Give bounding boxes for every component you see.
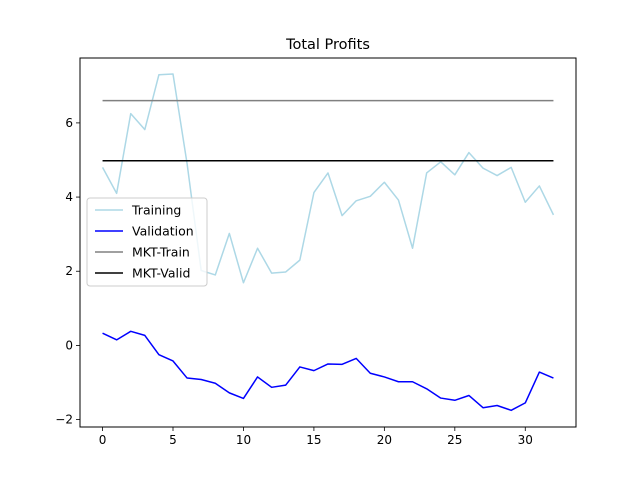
x-tick-label: 30	[518, 433, 533, 447]
y-tick-label: 0	[65, 338, 73, 352]
legend-label: Validation	[132, 224, 194, 239]
x-tick-label: 5	[169, 433, 177, 447]
x-tick-label: 10	[236, 433, 251, 447]
chart-title: Total Profits	[285, 37, 370, 53]
y-tick-label: −2	[55, 413, 73, 427]
legend-label: MKT-Valid	[132, 266, 190, 281]
y-tick-label: 4	[65, 190, 73, 204]
x-tick-label: 25	[447, 433, 462, 447]
legend-label: Training	[131, 203, 181, 218]
series-layer	[101, 73, 555, 412]
legend-label: MKT-Train	[132, 245, 190, 260]
x-tick-label: 0	[99, 433, 107, 447]
y-tick-label: 2	[65, 264, 73, 278]
legend: Training Validation MKT-Train MKT-Valid	[86, 197, 208, 287]
y-tick-label: 6	[65, 116, 73, 130]
x-tick-label: 20	[377, 433, 392, 447]
plot-frame	[79, 57, 577, 428]
series-line-validation	[102, 330, 554, 412]
x-tick-label: 15	[306, 433, 321, 447]
x-axis: 0 5 10 15 20 25 30	[99, 427, 533, 447]
legend-box	[86, 197, 208, 287]
y-axis: −2 0 2 4 6	[55, 116, 80, 427]
series-line-training	[101, 73, 555, 284]
